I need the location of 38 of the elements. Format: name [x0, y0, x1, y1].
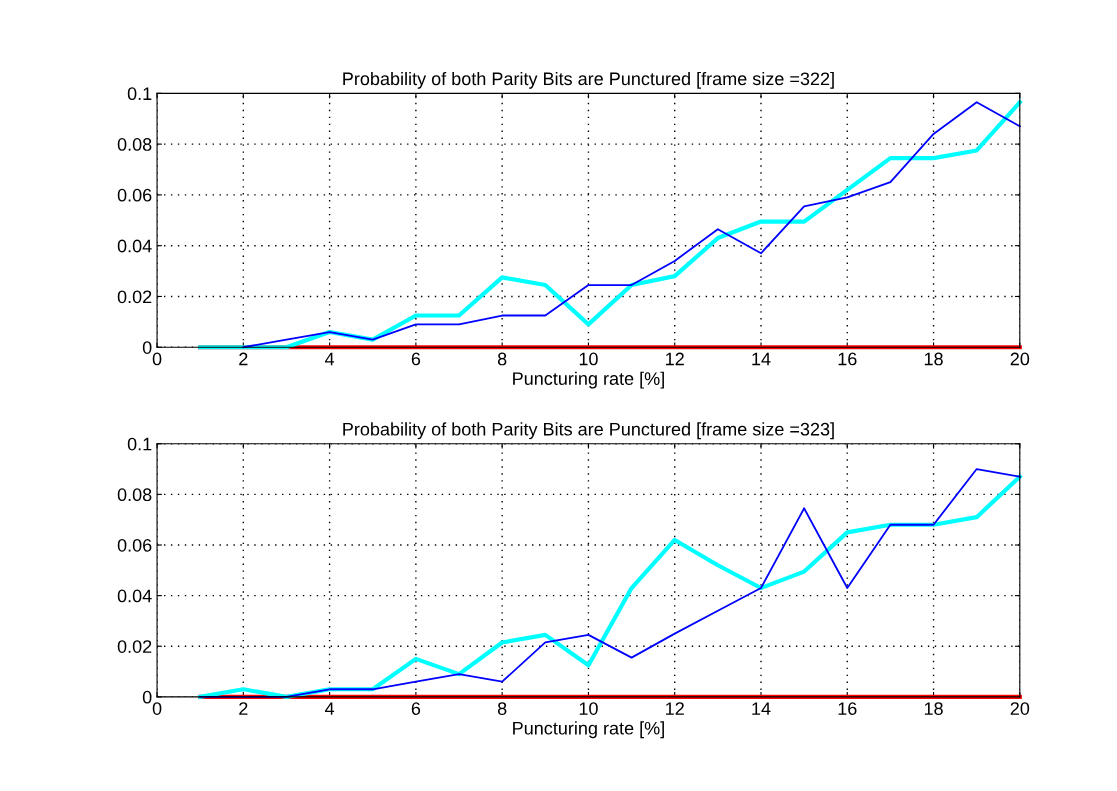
x-tick-label: 0: [152, 352, 162, 366]
y-tick-label: 0.1: [127, 437, 152, 451]
x-tick-label: 18: [924, 702, 943, 715]
x-tick-label: 18: [924, 352, 943, 366]
x-tick-label: 2: [239, 352, 248, 366]
x-tick-label: 6: [411, 352, 421, 366]
y-tick-label: 0.04: [117, 239, 152, 253]
x-tick-label: 6: [411, 702, 421, 715]
x-tick-label: 16: [838, 352, 857, 366]
x-tick-label: 8: [497, 352, 507, 366]
y-tick-label: 0: [142, 341, 152, 354]
x-tick-label: 14: [752, 352, 771, 366]
x-tick-label: 12: [666, 702, 684, 715]
x-tick-label: 4: [325, 352, 335, 366]
y-tick-label: 0: [142, 690, 152, 704]
chart-title: Probability of both Parity Bits are Punctured [frame size =323]: [343, 422, 834, 440]
x-tick-label: 12: [666, 352, 684, 366]
x-tick-label: 2: [239, 702, 248, 715]
x-tick-label: 8: [497, 702, 507, 715]
x-axis-title: Puncturing rate [%]: [513, 721, 664, 739]
y-tick-label: 0.08: [117, 488, 152, 502]
x-tick-label: 4: [325, 702, 335, 715]
chart-title: Probability of both Parity Bits are Punctured [frame size =322]: [343, 71, 834, 89]
x-tick-label: 16: [838, 702, 857, 715]
y-tick-label: 0.06: [117, 538, 152, 552]
y-tick-label: 0.04: [117, 589, 152, 603]
x-tick-label: 0: [152, 702, 162, 715]
x-tick-label: 20: [1010, 352, 1030, 366]
y-tick-label: 0.02: [117, 290, 152, 304]
y-tick-label: 0.1: [127, 87, 152, 101]
x-tick-label: 10: [579, 352, 598, 366]
x-tick-label: 10: [579, 702, 598, 715]
y-tick-label: 0.06: [117, 188, 152, 202]
y-tick-label: 0.02: [117, 640, 152, 653]
x-axis-title: Puncturing rate [%]: [513, 371, 664, 389]
x-tick-label: 14: [752, 702, 771, 715]
y-tick-label: 0.08: [117, 138, 152, 151]
x-tick-label: 20: [1010, 702, 1030, 715]
